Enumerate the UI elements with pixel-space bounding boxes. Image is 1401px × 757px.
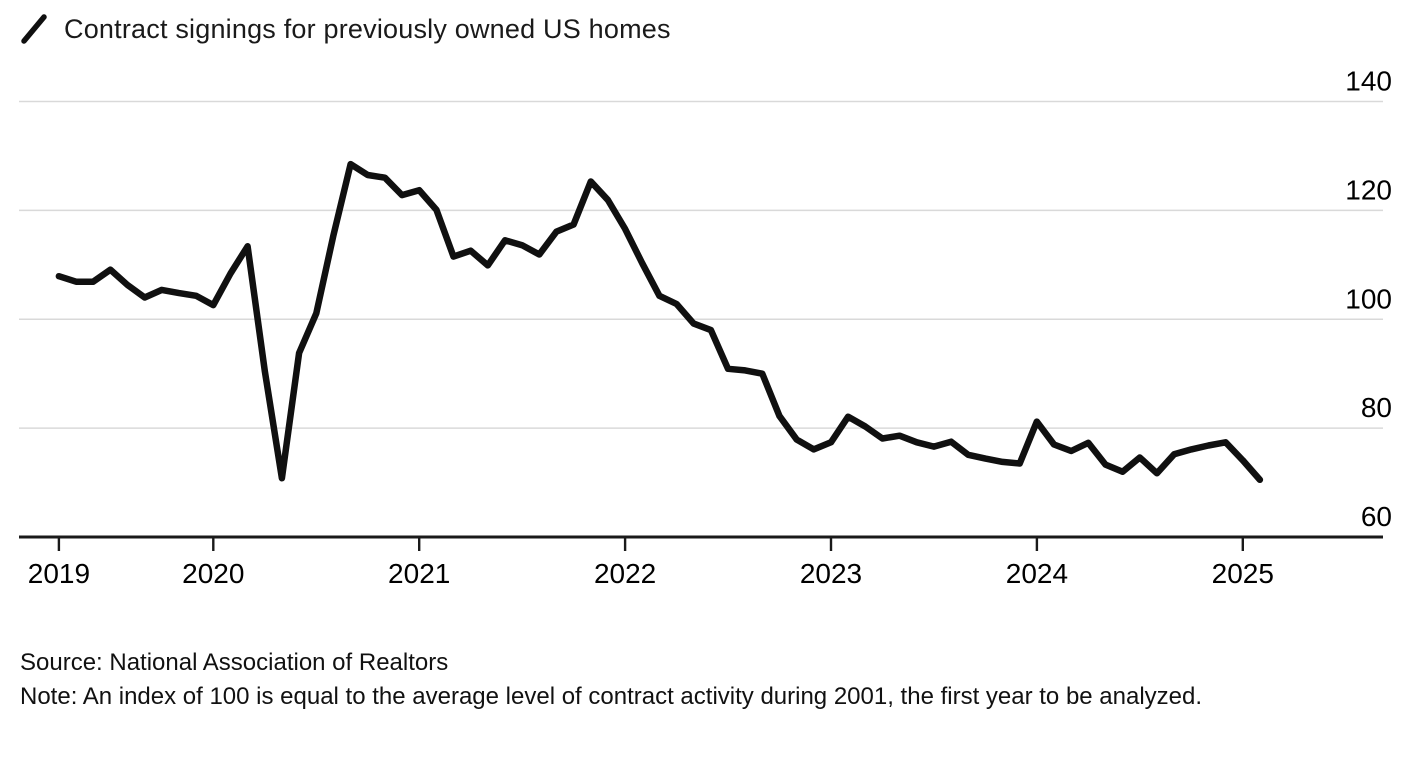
x-axis-label: 2021 <box>388 558 450 589</box>
index-note: Note: An index of 100 is equal to the av… <box>20 683 1203 710</box>
legend-label: Contract signings for previously owned U… <box>64 13 671 44</box>
x-axis-label: 2020 <box>182 558 244 589</box>
legend-line-icon <box>21 14 47 44</box>
line-chart: 60 80 100 120 140 2019 2020 2021 2022 2023 2024 202… <box>19 66 1392 589</box>
y-axis-label: 120 <box>1345 174 1392 205</box>
y-axis-label: 80 <box>1361 392 1392 423</box>
chart-legend: Contract signings for previously owned U… <box>20 13 671 45</box>
chart-footer: Source: National Association of Realtors… <box>20 646 1202 714</box>
source-note: Source: National Association of Realtors <box>20 649 449 676</box>
y-axis-label: 60 <box>1361 501 1392 532</box>
y-axis-label: 100 <box>1345 283 1392 314</box>
x-axis-label: 2025 <box>1212 558 1274 589</box>
y-axis-label: 140 <box>1345 66 1392 97</box>
x-axis-label: 2022 <box>594 558 656 589</box>
x-axis-label: 2024 <box>1006 558 1068 589</box>
x-axis-label: 2023 <box>800 558 862 589</box>
data-line <box>55 160 1264 484</box>
x-axis-label: 2019 <box>28 558 90 589</box>
